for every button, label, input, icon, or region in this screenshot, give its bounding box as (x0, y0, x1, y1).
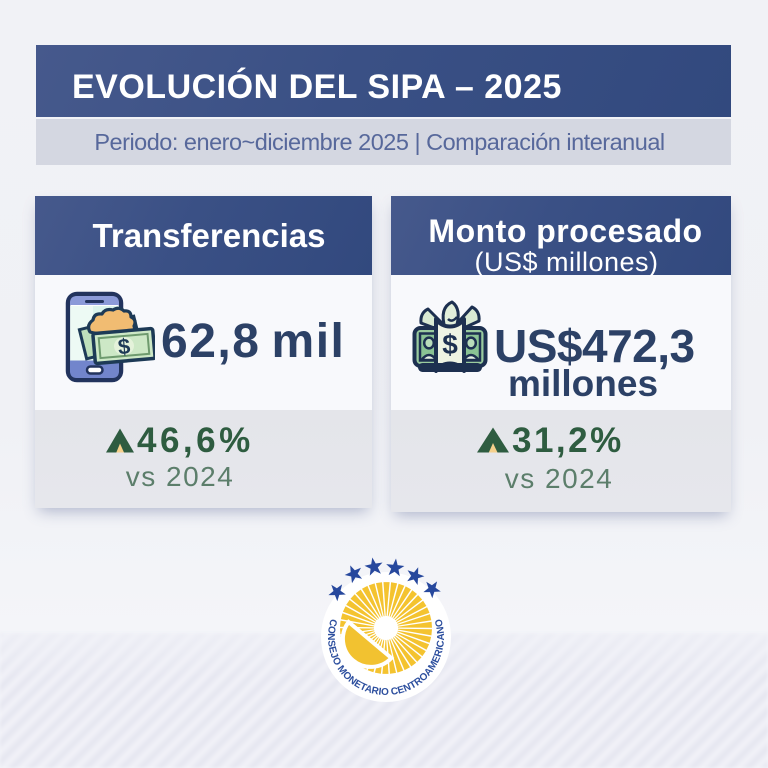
svg-text:$: $ (117, 334, 131, 360)
svg-text:$: $ (442, 329, 458, 360)
